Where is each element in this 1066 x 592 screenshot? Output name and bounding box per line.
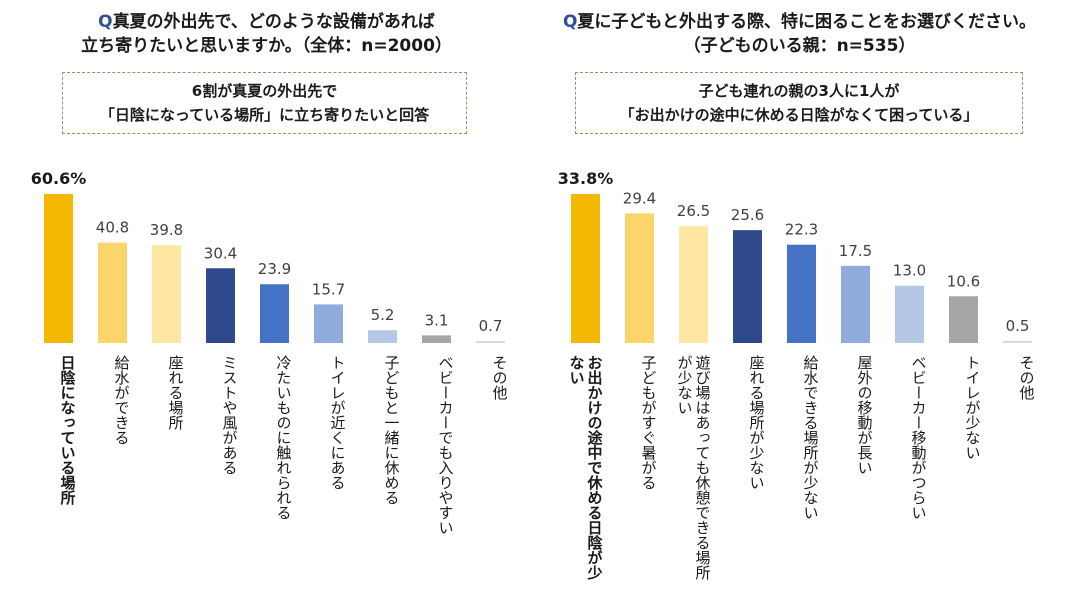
bar-0 bbox=[44, 194, 73, 343]
right-bar-chart: 33.8% 29.4 26.5 25.6 22.3 17.5 13.0 10.6 0.5 bbox=[558, 169, 1032, 343]
category-label-8: その他 bbox=[1017, 355, 1036, 400]
category-label-8: その他 bbox=[490, 355, 509, 400]
value-label-2: 26.5 bbox=[677, 202, 710, 220]
value-label-5: 15.7 bbox=[312, 280, 345, 298]
value-label-6: 13.0 bbox=[893, 262, 926, 280]
callout-line-1: 子ども連れの親の3人に1人が bbox=[698, 82, 900, 100]
question-line-2: （子どものいる親：n=535） bbox=[683, 36, 916, 56]
bar-4 bbox=[787, 244, 816, 343]
category-label-1: 給水ができる bbox=[112, 355, 131, 445]
category-label-0: 日陰になっている場所 bbox=[58, 355, 77, 505]
bar-8 bbox=[1003, 340, 1032, 343]
value-label-5: 17.5 bbox=[839, 242, 872, 260]
value-label-8: 0.7 bbox=[479, 317, 503, 335]
bar-6 bbox=[368, 330, 397, 343]
value-label-1: 40.8 bbox=[96, 219, 129, 237]
value-label-3: 25.6 bbox=[731, 206, 764, 224]
bar-2 bbox=[152, 245, 181, 343]
left-bar-chart: 60.6% 40.8 39.8 30.4 23.9 15.7 5.2 3.1 0.7 bbox=[31, 169, 505, 343]
question-mark: Q bbox=[98, 12, 113, 32]
right-callout: 子ども連れの親の3人に1人が 「お出かけの途中に休める日陰がなくて困っている」 bbox=[575, 72, 1023, 134]
left-question: Q真夏の外出先で、どのような設備があれば 立ち寄りたいと思いますか。（全体：n=… bbox=[0, 10, 533, 58]
category-label-5: トイレが近くにある bbox=[328, 355, 347, 490]
value-label-7: 3.1 bbox=[425, 311, 449, 329]
value-label-6: 5.2 bbox=[371, 306, 395, 324]
category-label-1: 子どもがすぐ暑がる bbox=[639, 355, 658, 490]
bar-6 bbox=[895, 285, 924, 343]
value-label-0: 60.6% bbox=[31, 169, 87, 188]
bar-5 bbox=[314, 304, 343, 343]
category-label-3: 座れる場所が少ない bbox=[747, 355, 766, 490]
category-label-6: ベビーカー移動がつらい bbox=[909, 355, 928, 520]
value-label-4: 23.9 bbox=[258, 260, 291, 278]
value-label-3: 30.4 bbox=[204, 244, 237, 262]
value-label-2: 39.8 bbox=[150, 221, 183, 239]
bar-1 bbox=[625, 213, 654, 343]
bar-5 bbox=[841, 265, 870, 343]
bar-1 bbox=[98, 242, 127, 343]
category-label-0: お出かけの途中で休める日陰が少ない bbox=[567, 355, 604, 580]
bar-8 bbox=[476, 341, 505, 343]
question-line-1: 真夏の外出先で、どのような設備があれば bbox=[112, 12, 435, 32]
bar-3 bbox=[733, 230, 762, 343]
category-label-4: 冷たいものに触れられる bbox=[274, 355, 293, 520]
callout-line-2: 「お出かけの途中に休める日陰がなくて困っている」 bbox=[619, 106, 979, 124]
bar-0 bbox=[571, 194, 600, 343]
left-panel: Q真夏の外出先で、どのような設備があれば 立ち寄りたいと思いますか。（全体：n=… bbox=[0, 10, 533, 535]
category-label-6: 子どもと一緒に休める bbox=[382, 355, 401, 505]
callout-line-2: 「日陰になっている場所」に立ち寄りたいと回答 bbox=[99, 106, 430, 124]
category-label-7: トイレが少ない bbox=[963, 355, 982, 460]
category-label-5: 屋外の移動が長い bbox=[855, 355, 874, 475]
question-line-1: 夏に子どもと外出する際、特に困ることをお選びください。 bbox=[577, 12, 1037, 32]
callout-line-1: 6割が真夏の外出先で bbox=[191, 82, 338, 100]
bar-3 bbox=[206, 268, 235, 343]
value-label-8: 0.5 bbox=[1006, 317, 1030, 335]
left-callout: 6割が真夏の外出先で 「日陰になっている場所」に立ち寄りたいと回答 bbox=[62, 72, 467, 134]
value-label-0: 33.8% bbox=[558, 169, 614, 188]
category-label-2: 遊び場はあっても休憩できる場所が少ない bbox=[675, 355, 712, 580]
question-line-2: 立ち寄りたいと思いますか。（全体：n=2000） bbox=[81, 36, 452, 56]
category-label-3: ミストや風がある bbox=[220, 355, 239, 475]
right-question: Q夏に子どもと外出する際、特に困ることをお選びください。 （子どものいる親：n=… bbox=[533, 10, 1066, 58]
category-label-2: 座れる場所 bbox=[166, 355, 185, 430]
right-panel: Q夏に子どもと外出する際、特に困ることをお選びください。 （子どものいる親：n=… bbox=[533, 0, 1066, 592]
question-mark: Q bbox=[562, 12, 578, 32]
bar-7 bbox=[949, 296, 978, 343]
value-label-1: 29.4 bbox=[623, 189, 656, 207]
category-label-4: 給水できる場所が少ない bbox=[801, 355, 820, 520]
category-label-7: ベビーカーでも入りやすい bbox=[436, 355, 455, 535]
bar-4 bbox=[260, 284, 289, 343]
bar-7 bbox=[422, 335, 451, 343]
bar-2 bbox=[679, 226, 708, 343]
value-label-7: 10.6 bbox=[947, 272, 980, 290]
value-label-4: 22.3 bbox=[785, 221, 818, 239]
